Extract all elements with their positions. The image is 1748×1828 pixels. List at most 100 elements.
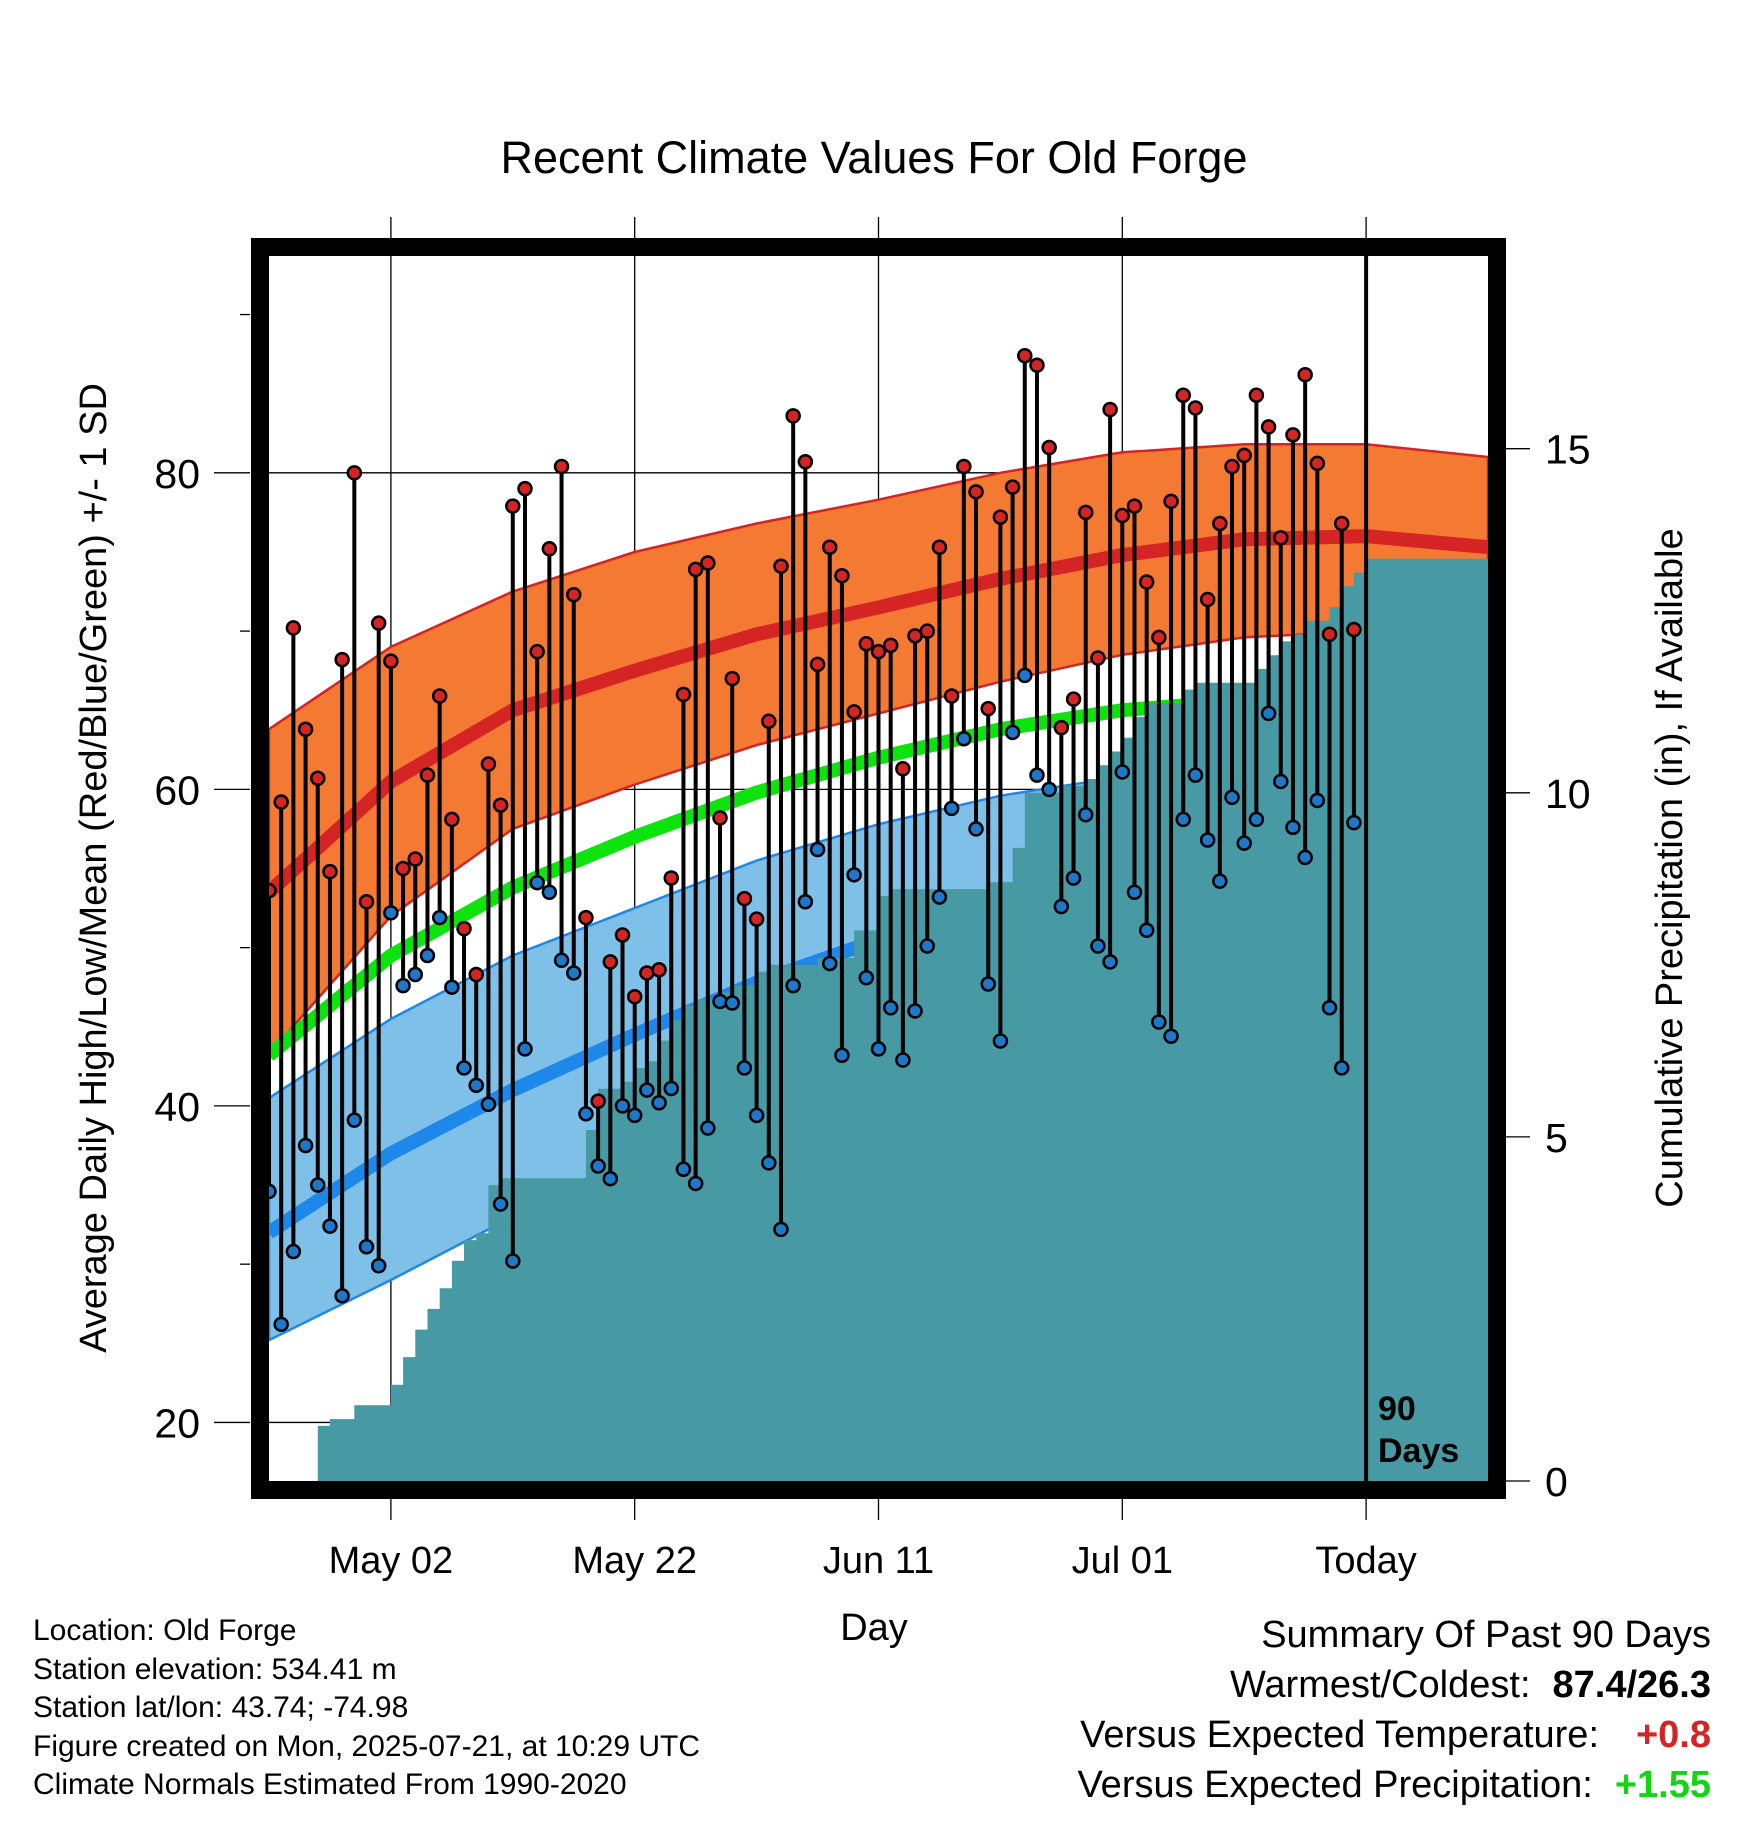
daily-low-point [444, 979, 460, 995]
daily-high-point [687, 561, 704, 578]
daily-high-point [736, 890, 753, 907]
daily-high-point [821, 539, 838, 555]
daily-low-point [1321, 1000, 1338, 1016]
daily-low-point [310, 1177, 326, 1193]
daily-high-point [675, 686, 692, 703]
daily-high-point [895, 761, 911, 777]
daily-high-point [614, 927, 631, 943]
daily-low-point [614, 1098, 631, 1114]
daily-high-point [797, 453, 814, 470]
daily-high-point [773, 558, 789, 574]
daily-low-point [712, 993, 728, 1010]
daily-low-point [1151, 1014, 1167, 1030]
created-text: Figure created on Mon, 2025-07-21, at 10… [33, 1729, 701, 1763]
daily-high-point [492, 797, 509, 813]
daily-low-point [663, 1080, 680, 1097]
daily-high-point [310, 770, 326, 787]
daily-high-point [724, 670, 740, 687]
daily-low-point [1199, 832, 1216, 848]
daily-high-point [761, 713, 777, 730]
daily-high-point [480, 756, 497, 772]
daily-low-point [1017, 667, 1033, 684]
daily-low-point [748, 1107, 765, 1124]
daily-high-point [297, 721, 314, 737]
daily-low-point [1224, 789, 1240, 806]
daily-low-point [407, 966, 424, 983]
daily-low-point [736, 1060, 753, 1076]
daily-low-point [297, 1137, 314, 1154]
y-tick-label: 60 [154, 767, 200, 813]
daily-low-point [1102, 954, 1118, 970]
axis-ticks [214, 217, 1530, 1520]
daily-high-point [541, 541, 558, 557]
daily-high-point [419, 767, 436, 783]
daily-low-point [1260, 705, 1277, 722]
daily-high-point [370, 615, 387, 631]
daily-high-point [651, 962, 667, 978]
y2-tick-label: 5 [1545, 1115, 1568, 1161]
y-tick-label: 20 [154, 1400, 200, 1446]
daily-high-point [590, 1093, 606, 1109]
daily-high-point [1199, 591, 1216, 608]
daily-high-point [809, 656, 826, 673]
daily-low-point [1114, 764, 1131, 780]
daily-low-point [602, 1170, 619, 1187]
daily-low-point [700, 1120, 716, 1136]
daily-high-point [346, 465, 363, 481]
daily-low-point [1175, 811, 1191, 828]
daily-high-point [1333, 515, 1350, 532]
daily-high-point [712, 810, 728, 826]
daily-low-point [1297, 849, 1313, 866]
daily-high-point [1053, 719, 1070, 736]
daily-low-point [919, 938, 936, 954]
daily-low-point [492, 1196, 509, 1212]
daily-low-point [968, 821, 984, 837]
daily-low-point [505, 1253, 521, 1269]
x-tick-label: Jul 01 [1072, 1540, 1173, 1582]
daily-high-point [285, 620, 302, 636]
daily-high-point [1163, 493, 1179, 510]
daily-high-point [1041, 439, 1057, 456]
precip-value: +1.55 [1614, 1764, 1711, 1806]
y-tick-label: 80 [154, 451, 200, 497]
daily-high-point [956, 458, 972, 475]
temp-label: Versus Expected Temperature: [1080, 1714, 1599, 1756]
daily-low-point [1163, 1028, 1179, 1045]
x-tick-label: Today [1315, 1540, 1416, 1582]
daily-high-point [980, 700, 996, 717]
daily-high-point [639, 965, 655, 981]
daily-low-point [1029, 767, 1045, 783]
daily-high-point [1260, 419, 1277, 435]
daily-high-point [1151, 629, 1167, 646]
daily-high-point [663, 870, 680, 886]
daily-high-point [992, 509, 1009, 525]
daily-high-point [1273, 529, 1289, 546]
daily-high-point [1126, 498, 1143, 514]
station-info: Location: Old Forge Station elevation: 5… [33, 1612, 700, 1805]
summary-precip: Versus Expected Precipitation: +1.55 [1077, 1760, 1711, 1810]
normals-text: Climate Normals Estimated From 1990-2020 [33, 1768, 627, 1801]
daily-high-point [1114, 507, 1131, 524]
x-tick-label: Jun 11 [823, 1540, 934, 1582]
daily-high-point [626, 988, 643, 1005]
daily-high-point [1321, 626, 1338, 643]
daily-low-point [541, 884, 558, 900]
y2-axis-label: Cumulative Precipitation (in), If Availa… [1649, 528, 1691, 1207]
daily-high-point [1224, 458, 1240, 475]
daily-markers [261, 347, 1362, 1333]
daily-high-point [1029, 357, 1045, 373]
daily-low-point [1212, 873, 1228, 889]
daily-low-point [943, 800, 960, 817]
chart-title: Recent Climate Values For Old Forge [501, 132, 1248, 183]
daily-high-point [358, 893, 375, 910]
daily-low-point [468, 1077, 484, 1094]
daily-high-point [334, 651, 350, 668]
daily-low-point [1248, 811, 1265, 828]
daily-high-point [322, 863, 338, 880]
daily-high-point [931, 539, 948, 555]
daily-high-point [1004, 479, 1021, 495]
y2-tick-label: 0 [1545, 1459, 1568, 1505]
daily-high-point [468, 966, 484, 983]
daily-high-point [1297, 366, 1313, 383]
